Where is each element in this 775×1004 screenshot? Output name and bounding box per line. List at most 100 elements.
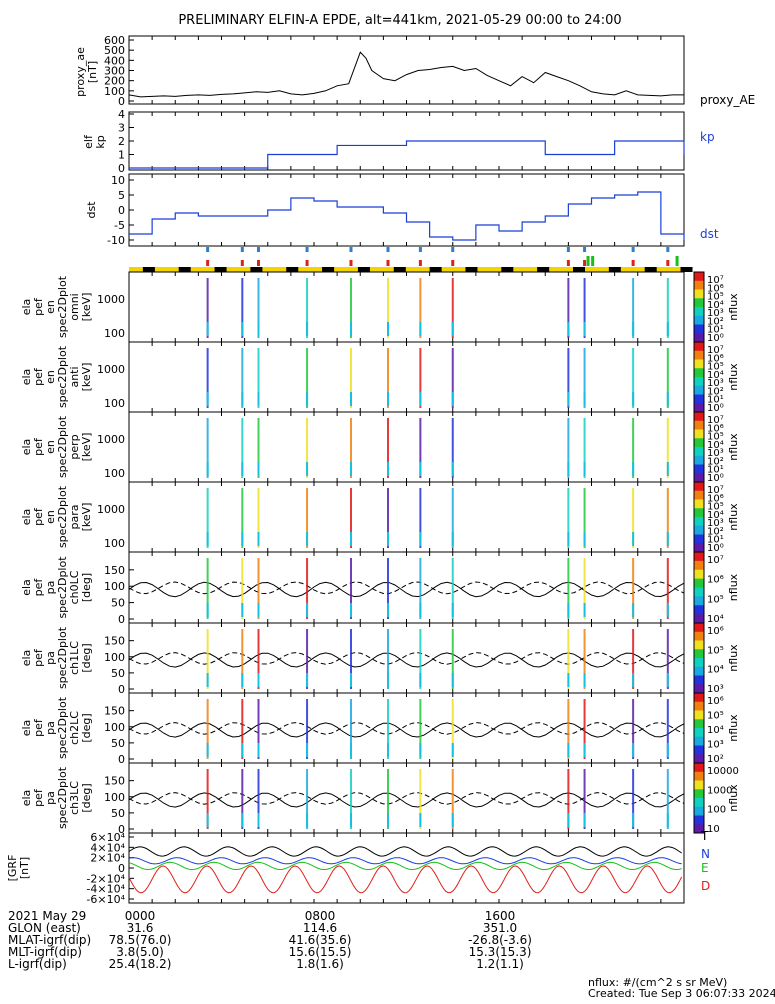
- flux-streak-low: [241, 462, 244, 476]
- flux-streak-low: [451, 603, 454, 617]
- anti-loss-cone-line: [128, 652, 685, 665]
- spec-ylabel: elapefenspec2Dplotomni[keV]: [20, 275, 93, 338]
- pa-tick-label: 150: [104, 775, 125, 788]
- flux-streak-low: [206, 322, 209, 336]
- flux-streak: [567, 558, 570, 619]
- colorbar-swatch: [694, 789, 704, 799]
- flux-streak-low: [241, 322, 244, 336]
- shadow-segment: [286, 267, 299, 272]
- footer-value: 15.3(15.3): [469, 945, 532, 959]
- bgrf-tick-label: 6×10⁴: [90, 831, 125, 844]
- shadow-segment: [429, 267, 442, 272]
- zone-marker-red: [349, 260, 353, 266]
- colorbar-swatch: [694, 412, 704, 422]
- colorbar-tick-label: 10¹: [707, 465, 724, 476]
- flux-streak-low: [306, 673, 309, 687]
- colorbar-tick-label: 10³: [707, 684, 724, 695]
- flux-streak-low: [306, 392, 309, 406]
- zone-marker-red: [566, 260, 570, 266]
- flux-streak: [666, 278, 669, 338]
- flux-streak: [632, 629, 635, 689]
- colorbar-swatch: [694, 359, 704, 369]
- pa-tick-label: 100: [104, 721, 125, 734]
- zone-marker-red: [583, 260, 587, 266]
- flux-streak-low: [206, 743, 209, 757]
- colorbar-swatch: [694, 728, 704, 738]
- zone-marker-red: [257, 260, 260, 266]
- colorbar-swatch: [694, 745, 704, 755]
- pa-tick-label: 100: [104, 791, 125, 804]
- flux-streak-low: [583, 462, 586, 476]
- colorbar-swatch: [694, 438, 704, 448]
- flux-streak: [583, 278, 586, 338]
- pa-tick-label: 50: [111, 807, 125, 820]
- day-bar: [129, 267, 684, 272]
- colorbar-tick-label: 10⁴: [707, 725, 724, 736]
- flux-streak-low: [241, 813, 244, 827]
- spectrogram-panels: 1000100elapefenspec2Dplotomni[keV]10⁷10⁶…: [20, 271, 740, 836]
- colorbar-label: nflux: [727, 433, 740, 461]
- panel-frame: [128, 341, 685, 413]
- colorbar-label: nflux: [727, 503, 740, 531]
- flux-streak-low: [350, 673, 352, 687]
- flux-streak-low: [419, 462, 422, 476]
- flux-streak-low: [451, 673, 454, 687]
- dst-tick-label: 10: [111, 174, 125, 187]
- flux-streak-low: [206, 392, 209, 406]
- flux-streak-low: [387, 673, 389, 687]
- flux-streak: [206, 418, 209, 478]
- flux-streak-low: [451, 743, 454, 757]
- colorbar-tick-label: 10⁰: [707, 543, 724, 554]
- kp-tick-label: 3: [118, 122, 125, 135]
- flux-streak: [350, 558, 352, 619]
- shadow-segment: [573, 267, 585, 272]
- pa-tick-label: 0: [118, 683, 125, 696]
- footer-row-label: 2021 May 29: [8, 909, 86, 923]
- flux-streak: [387, 769, 389, 829]
- colorbar-tick-label: 10⁵: [707, 594, 724, 605]
- colorbar-swatch: [694, 780, 704, 790]
- flux-streak: [419, 348, 422, 408]
- colorbar-tick-label: 10⁰: [707, 403, 724, 414]
- dst-line: [129, 191, 685, 241]
- flux-streak: [666, 488, 669, 548]
- colorbar-swatch: [694, 736, 704, 746]
- colorbar-tick-label: 10⁷: [707, 415, 724, 426]
- dst-tick-label: -10: [107, 234, 125, 247]
- footer-row-label: L-igrf(dip): [8, 957, 67, 971]
- colorbar-swatch: [694, 420, 704, 430]
- colorbar-swatch: [694, 569, 704, 580]
- flux-streak: [350, 278, 352, 338]
- bgrf-tick-label: 2×10⁴: [90, 852, 125, 865]
- flux-streak: [451, 558, 454, 619]
- flux-streak-low: [257, 392, 260, 406]
- ae-tick-label: 100: [104, 85, 125, 98]
- shadow-segment: [501, 267, 514, 272]
- kp-tick-label: 1: [118, 149, 125, 162]
- colorbar-swatch: [694, 333, 704, 343]
- colorbar-swatch: [694, 368, 704, 378]
- footer-value: 25.4(18.2): [109, 957, 172, 971]
- shadow-segment: [322, 267, 335, 272]
- zone-marker-blue: [305, 247, 309, 252]
- flux-streak: [567, 769, 570, 829]
- flux-streak: [419, 418, 422, 478]
- colorbar-swatch: [694, 534, 704, 544]
- footer-value: 0000: [125, 909, 156, 923]
- orbit-footer: 2021 May 29 0000 0800 1600 GLON (east) 31.6 11…: [8, 909, 532, 971]
- kp-tick-label: 2: [118, 135, 125, 148]
- panel-frame: [128, 551, 685, 624]
- anti-loss-cone-line: [128, 792, 685, 805]
- bgrf-tick-label: -4×10⁴: [86, 883, 125, 896]
- shadow-segment: [250, 267, 263, 272]
- colorbar-tick-label: 10000: [707, 766, 739, 777]
- colorbar-tick-label: 10: [707, 824, 720, 835]
- flux-streak: [257, 278, 260, 338]
- pa-tick-label: 0: [118, 753, 125, 766]
- flux-streak: [387, 699, 389, 759]
- colorbar-swatch: [694, 640, 704, 650]
- colorbar-tick-label: 1000: [707, 785, 732, 796]
- flux-streak-low: [666, 743, 669, 757]
- flux-streak-low: [419, 813, 422, 827]
- colorbar-swatch: [694, 394, 704, 404]
